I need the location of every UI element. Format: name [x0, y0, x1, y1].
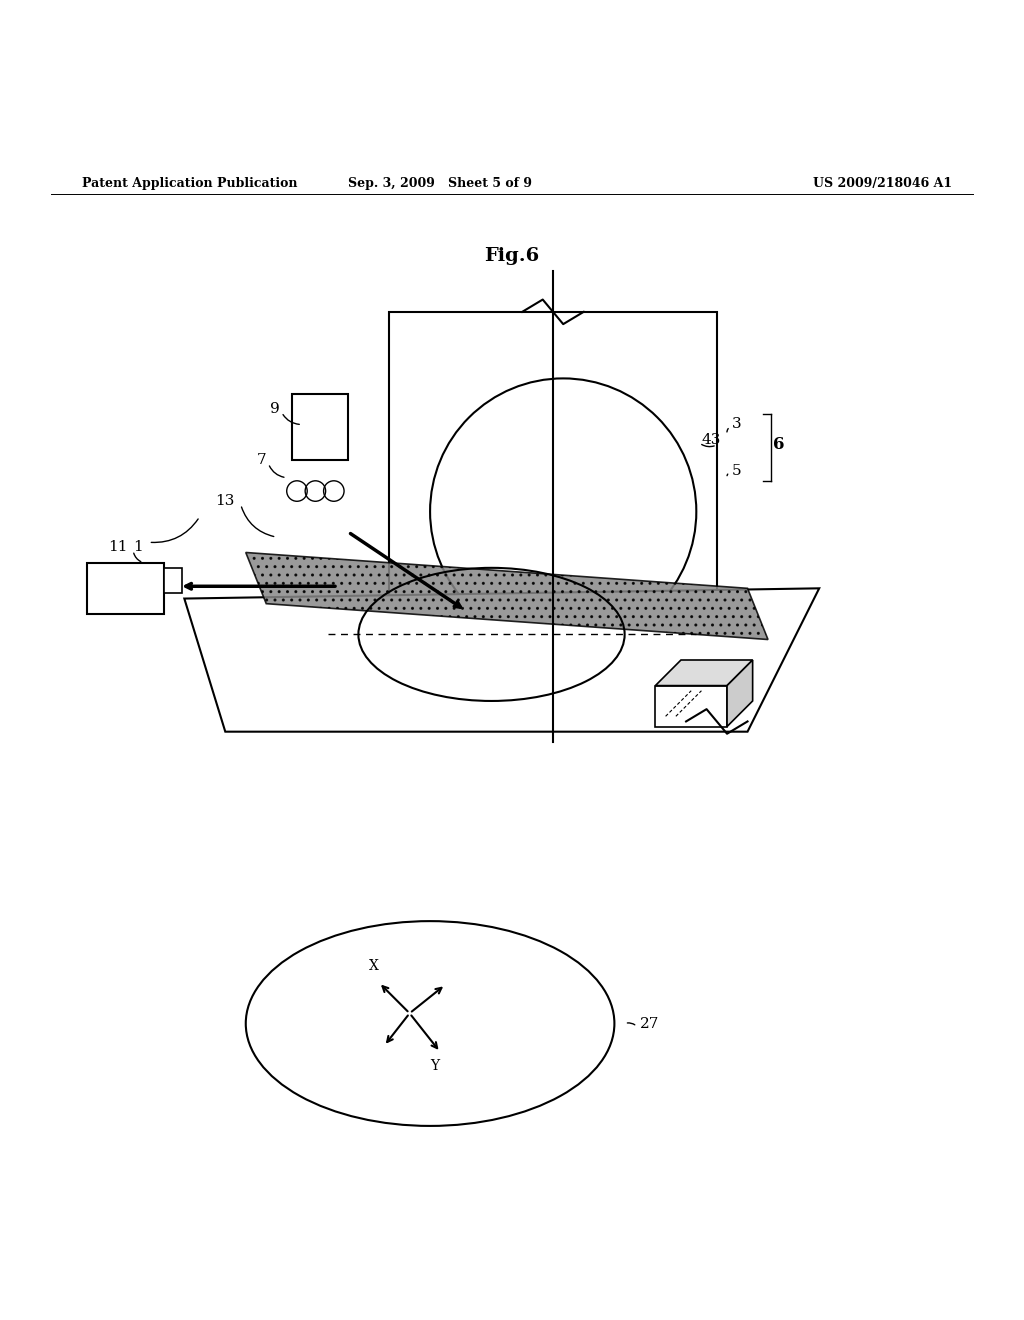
Text: 7: 7 [256, 453, 266, 467]
Polygon shape [246, 553, 768, 639]
FancyArrowPatch shape [242, 507, 273, 536]
Text: Y: Y [431, 1059, 439, 1073]
FancyArrowPatch shape [701, 445, 714, 446]
Text: Sep. 3, 2009   Sheet 5 of 9: Sep. 3, 2009 Sheet 5 of 9 [348, 177, 532, 190]
Text: US 2009/218046 A1: US 2009/218046 A1 [813, 177, 952, 190]
Text: 1: 1 [133, 540, 143, 554]
Text: 9: 9 [269, 403, 280, 416]
Text: 43: 43 [701, 433, 721, 447]
FancyArrowPatch shape [628, 1023, 635, 1024]
Text: 11: 11 [108, 540, 128, 554]
Polygon shape [727, 660, 753, 726]
Polygon shape [655, 685, 727, 726]
FancyArrowPatch shape [727, 429, 728, 432]
Polygon shape [164, 568, 182, 594]
Text: Fig.6: Fig.6 [484, 247, 540, 264]
Text: 13: 13 [216, 494, 234, 508]
Polygon shape [292, 393, 348, 461]
Text: 3: 3 [732, 417, 741, 432]
FancyArrowPatch shape [269, 466, 284, 478]
Text: 6: 6 [773, 437, 784, 454]
Text: X: X [369, 960, 379, 973]
FancyArrowPatch shape [152, 519, 199, 543]
Text: 5: 5 [732, 463, 741, 478]
Polygon shape [655, 660, 753, 685]
FancyArrowPatch shape [283, 414, 299, 424]
Polygon shape [87, 562, 164, 614]
Text: 27: 27 [640, 1016, 659, 1031]
Text: Patent Application Publication: Patent Application Publication [82, 177, 297, 190]
FancyArrowPatch shape [134, 553, 141, 561]
Polygon shape [184, 589, 819, 731]
